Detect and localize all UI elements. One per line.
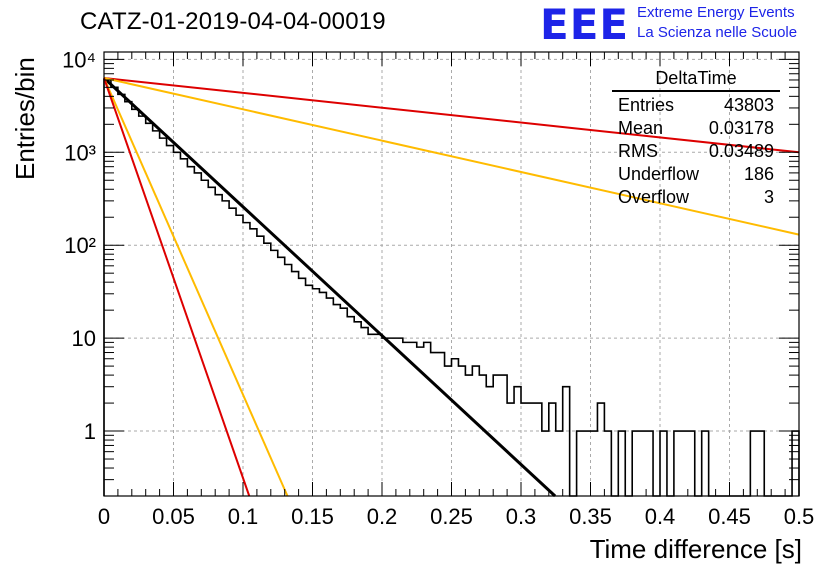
stats-value: 0.03178 — [708, 118, 774, 138]
stats-value: 43803 — [723, 95, 774, 115]
fit-line-2 — [103, 77, 800, 236]
x-tick-label: 0.3 — [506, 504, 537, 529]
y-tick-label: 10² — [64, 233, 96, 258]
stats-label: RMS — [618, 141, 658, 161]
x-tick-label: 0.4 — [645, 504, 676, 529]
stats-label: Mean — [618, 118, 664, 138]
tick-layer: 0 0.05 0.1 0.15 0.2 0.25 0.3 0.35 0.4 0.45 0.5 1 10 1… — [62, 47, 814, 529]
histogram-outline — [103, 79, 800, 497]
stats-label: Overflow — [618, 187, 690, 207]
stats-row-underflow: Underflow 186 — [612, 163, 780, 186]
fit-line-3 — [103, 77, 289, 497]
x-tick-label: 0.5 — [784, 504, 815, 529]
x-tick-label: 0.35 — [569, 504, 612, 529]
grid-layer — [104, 52, 799, 496]
x-tick-label: 0.2 — [367, 504, 398, 529]
fit-line-4 — [103, 77, 251, 497]
stats-box: DeltaTime Entries 43803 Mean 0.03178 RMS… — [612, 68, 780, 209]
stats-row-mean: Mean 0.03178 — [612, 117, 780, 140]
stats-row-entries: Entries 43803 — [612, 94, 780, 117]
eee-logo: EEE Extreme Energy Events La Scienza nel… — [540, 0, 830, 49]
y-axis-label-box: Entries/bin — [2, 57, 42, 220]
x-tick-label: 0.05 — [152, 504, 195, 529]
logo-mark: EEE — [540, 0, 630, 49]
stats-value: 186 — [743, 164, 774, 184]
histogram-layer — [103, 79, 800, 497]
stats-value: 3 — [763, 187, 774, 207]
stats-row-rms: RMS 0.03489 — [612, 140, 780, 163]
x-tick-label: 0 — [98, 504, 110, 529]
chart-title: CATZ-01-2019-04-04-00019 — [80, 8, 386, 35]
x-tick-label: 0.45 — [708, 504, 751, 529]
y-axis-label: Entries/bin — [10, 57, 40, 180]
y-tick-label: 10⁴ — [62, 47, 96, 72]
logo-line2: La Scienza nelle Scuole — [637, 24, 798, 41]
stats-row-overflow: Overflow 3 — [612, 186, 780, 209]
stats-label: Entries — [618, 95, 675, 115]
stats-label: Underflow — [618, 164, 700, 184]
fit-line-1 — [103, 77, 800, 154]
logo-line1: Extreme Energy Events — [637, 4, 795, 21]
stats-value: 0.03489 — [708, 141, 774, 161]
x-axis-label: Time difference [s] — [589, 534, 802, 564]
x-tick-label: 0.15 — [291, 504, 334, 529]
fit-line-0 — [102, 76, 557, 498]
x-tick-label: 0.25 — [430, 504, 473, 529]
y-tick-label: 1 — [84, 419, 96, 444]
x-tick-label: 0.1 — [228, 504, 259, 529]
y-tick-label: 10 — [72, 326, 96, 351]
stats-title: DeltaTime — [612, 68, 780, 92]
y-tick-label: 10³ — [64, 140, 96, 165]
fit-lines-layer — [102, 76, 800, 498]
